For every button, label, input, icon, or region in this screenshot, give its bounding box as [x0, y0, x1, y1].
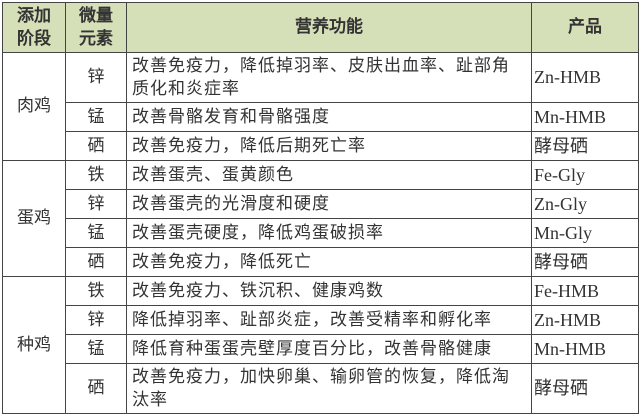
product-cell: Mn-HMB: [531, 334, 639, 364]
table-row: 种鸡铁改善免疫力、铁沉积、健康鸡数 Fe-HMB: [2, 276, 639, 414]
table-row: 锌改善蛋壳的光滑度和硬度 Zn-Gly: [3, 189, 639, 219]
stage-cell: 种鸡: [2, 276, 66, 414]
product-cell: Mn-HMB: [531, 102, 639, 132]
product-cell: 酵母硒: [531, 247, 639, 277]
product-cell: Zn-HMB: [531, 305, 639, 335]
element-cell: 锰: [65, 102, 127, 132]
element-cell: 锰: [65, 334, 127, 364]
product-cell: 酵母硒: [531, 131, 639, 161]
function-cell: 改善免疫力，降低后期死亡率: [126, 131, 532, 161]
stage-cell: 蛋鸡: [2, 160, 66, 277]
function-cell: 改善蛋壳、蛋黄颜色: [126, 160, 532, 190]
element-cell: 硒: [65, 247, 127, 277]
function-cell: 改善免疫力，降低死亡: [126, 247, 532, 277]
product-cell: Fe-Gly: [531, 160, 639, 190]
header-function: 营养功能: [126, 2, 532, 53]
function-cell: 改善免疫力，加快卵巢、输卵管的恢复，降低淘汰率: [126, 363, 532, 414]
stage-cell: 肉鸡: [2, 52, 66, 161]
element-cell: 锌: [65, 189, 127, 219]
table-row: 锰改善蛋壳硬度，降低鸡蛋破损率 Mn-Gly: [3, 218, 639, 248]
table-row: 锰降低育种蛋蛋壳壁厚度百分比，改善骨骼健康 Mn-HMB: [3, 334, 639, 364]
element-cell: 锰: [65, 218, 127, 248]
function-cell: 改善蛋壳硬度，降低鸡蛋破损率: [126, 218, 532, 248]
table-row: 锰改善骨骼发育和骨骼强度 Mn-HMB: [3, 102, 639, 132]
product-cell: Zn-Gly: [531, 189, 639, 219]
header-stage: 添加阶段: [2, 2, 66, 53]
element-cell: 锌: [65, 305, 127, 335]
element-cell: 硒: [65, 363, 127, 414]
product-cell: Mn-Gly: [531, 218, 639, 248]
table-row: 硒改善免疫力，降低后期死亡率 酵母硒: [3, 131, 639, 161]
header-product: 产品: [531, 2, 639, 53]
function-cell: 改善免疫力、铁沉积、健康鸡数: [126, 276, 532, 306]
function-cell: 改善骨骼发育和骨骼强度: [126, 102, 532, 132]
header-element: 微量元素: [65, 2, 127, 53]
table-row: 锌降低掉羽率、趾部炎症，改善受精率和孵化率 Zn-HMB: [3, 305, 639, 335]
product-cell: Zn-HMB: [531, 52, 639, 103]
table-row: 硒改善免疫力，加快卵巢、输卵管的恢复，降低淘汰率 酵母硒: [3, 363, 639, 414]
function-cell: 改善免疫力，降低掉羽率、皮肤出血率、趾部角质化和炎症率: [126, 52, 532, 103]
table-row: 肉鸡锌改善免疫力，降低掉羽率、皮肤出血率、趾部角质化和炎症率 Zn-HMB: [2, 52, 639, 161]
table-row: 硒改善免疫力，降低死亡 酵母硒: [3, 247, 639, 277]
function-cell: 改善蛋壳的光滑度和硬度: [126, 189, 532, 219]
table-row: 蛋鸡铁改善蛋壳、蛋黄颜色 Fe-Gly: [2, 160, 639, 277]
function-cell: 降低育种蛋蛋壳壁厚度百分比，改善骨骼健康: [126, 334, 532, 364]
element-cell: 硒: [65, 131, 127, 161]
header-row: 添加阶段 微量元素 营养功能 产品: [2, 2, 639, 53]
product-cell: Fe-HMB: [531, 276, 639, 306]
function-cell: 降低掉羽率、趾部炎症，改善受精率和孵化率: [126, 305, 532, 335]
element-cell: 锌: [65, 52, 127, 103]
element-cell: 铁: [65, 276, 127, 306]
product-cell: 酵母硒: [531, 363, 639, 414]
element-cell: 铁: [65, 160, 127, 190]
